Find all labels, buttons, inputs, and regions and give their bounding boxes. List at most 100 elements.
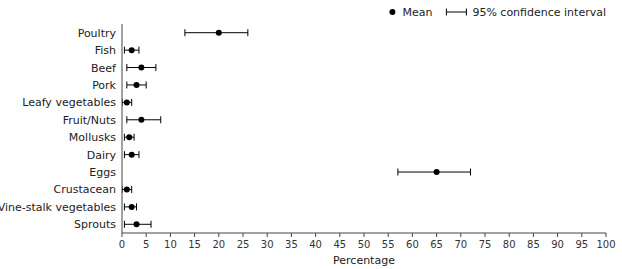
x-tick-label: 10 <box>164 239 177 250</box>
x-tick <box>291 233 292 237</box>
marks <box>122 29 470 228</box>
error-bar <box>127 81 146 88</box>
x-tick <box>436 233 437 237</box>
x-tick-label: 25 <box>237 239 250 250</box>
error-bar-cap <box>155 64 156 71</box>
x-tick-label: 70 <box>454 239 467 250</box>
y-tick-label: Crustacean <box>54 183 117 196</box>
y-tick-label: Sprouts <box>74 218 116 231</box>
x-tick-label: 35 <box>285 239 298 250</box>
y-tick-label: Dairy <box>87 149 117 162</box>
x-tick <box>364 233 365 237</box>
error-bar-cap <box>131 186 132 193</box>
mean-point <box>129 204 135 210</box>
mean-point <box>216 30 222 36</box>
legend-label: 95% confidence interval <box>472 6 606 19</box>
x-tick <box>485 233 486 237</box>
x-tick-label: 95 <box>575 239 588 250</box>
x-tick <box>533 233 534 237</box>
error-bar-cap <box>122 186 123 193</box>
legend-swatch <box>446 9 447 16</box>
mean-point <box>129 152 135 158</box>
x-tick-label: 50 <box>358 239 371 250</box>
y-tick-label: Mollusks <box>69 131 116 144</box>
error-bar <box>122 186 132 193</box>
x-tick-label: 65 <box>430 239 443 250</box>
x-tick <box>194 233 195 237</box>
y-tick-label: Eggs <box>89 166 116 179</box>
x-tick-label: 0 <box>119 239 125 250</box>
error-bar <box>124 151 139 158</box>
x-tick <box>557 233 558 237</box>
x-tick-label: 80 <box>503 239 516 250</box>
x-axis-label: Percentage <box>333 254 395 267</box>
x-tick <box>218 233 219 237</box>
y-tick-label: Pork <box>92 79 116 92</box>
y-tick-label: Poultry <box>78 27 117 40</box>
mean-point <box>126 134 132 140</box>
mean-point <box>129 47 135 53</box>
x-tick-label: 45 <box>333 239 346 250</box>
error-bar <box>124 47 139 54</box>
x-tick-label: 55 <box>382 239 395 250</box>
x-tick <box>146 233 147 237</box>
error-bar-cap <box>160 116 161 123</box>
y-tick-label: Leafy vegetables <box>22 96 116 109</box>
error-bar-cap <box>124 203 125 210</box>
error-bar-cap <box>124 47 125 54</box>
x-tick <box>122 233 123 237</box>
legend-label: Mean <box>402 6 432 19</box>
error-bar <box>122 99 132 106</box>
error-bar-cap <box>126 81 127 88</box>
x-tick-label: 20 <box>212 239 225 250</box>
error-bar-cap <box>124 134 125 141</box>
mean-point <box>124 186 130 192</box>
error-bar-cap <box>247 29 248 36</box>
x-tick <box>388 233 389 237</box>
x-tick-label: 40 <box>309 239 322 250</box>
error-bar <box>127 116 161 123</box>
x-tick-label: 60 <box>406 239 419 250</box>
mean-point <box>138 117 144 123</box>
error-bar-cap <box>126 64 127 71</box>
y-tick-label: Fruit/Nuts <box>63 114 117 127</box>
x-tick <box>243 233 244 237</box>
error-bar-cap <box>138 151 139 158</box>
error-bar-cap <box>134 134 135 141</box>
x-tick <box>606 233 607 237</box>
chart: 0510152025303540455055606570758085909510… <box>0 0 622 269</box>
error-bar-cap <box>470 169 471 176</box>
mean-point <box>134 221 140 227</box>
legend-swatch <box>446 12 466 13</box>
error-bar-cap <box>397 169 398 176</box>
x-tick-label: 5 <box>143 239 149 250</box>
mean-point <box>124 99 130 105</box>
error-bar-cap <box>124 151 125 158</box>
x-tick-label: 15 <box>188 239 201 250</box>
x-tick-label: 90 <box>551 239 564 250</box>
mean-point <box>434 169 440 175</box>
x-tick <box>509 233 510 237</box>
legend-swatch <box>389 9 395 15</box>
x-tick-label: 85 <box>527 239 540 250</box>
y-tick-label: Fish <box>95 44 116 57</box>
error-bar-cap <box>151 221 152 228</box>
legend: 95% confidence interval Mean <box>389 6 606 19</box>
error-bar <box>185 29 248 36</box>
x-tick <box>315 233 316 237</box>
error-bar-cap <box>124 221 125 228</box>
x-tick <box>170 233 171 237</box>
x-tick <box>581 233 582 237</box>
x-tick-label: 100 <box>596 239 615 250</box>
x-tick-label: 30 <box>261 239 274 250</box>
error-bar-cap <box>138 47 139 54</box>
error-bar <box>124 203 136 210</box>
error-bar-cap <box>126 116 127 123</box>
error-bar-cap <box>122 99 123 106</box>
error-bar <box>124 221 151 228</box>
error-bar-cap <box>146 81 147 88</box>
error-bar-cap <box>184 29 185 36</box>
x-tick <box>267 233 268 237</box>
x-tick <box>412 233 413 237</box>
error-bar-cap <box>136 203 137 210</box>
